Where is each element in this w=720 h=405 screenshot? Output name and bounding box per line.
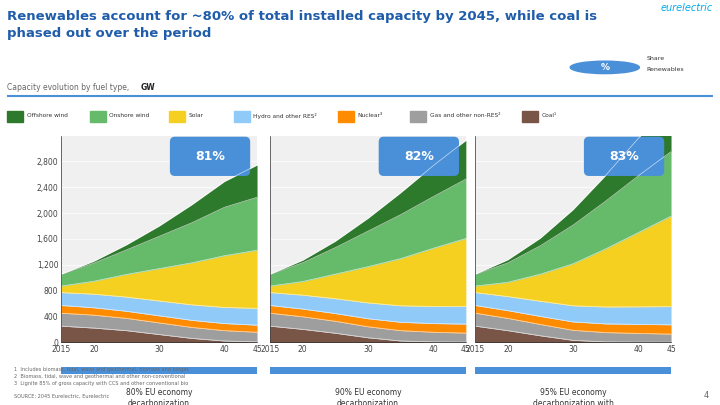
Text: Capacity evolution by fuel type,: Capacity evolution by fuel type, — [7, 83, 132, 92]
Text: 81%: 81% — [195, 150, 225, 163]
Bar — [522, 111, 538, 122]
Text: Solar: Solar — [189, 113, 204, 119]
Circle shape — [570, 61, 639, 74]
Text: GW: GW — [140, 83, 155, 92]
Text: Gas and other non-RES²: Gas and other non-RES² — [430, 113, 500, 119]
Bar — [169, 111, 185, 122]
Text: %: % — [600, 63, 609, 72]
Text: 4: 4 — [704, 391, 709, 400]
Text: Coal¹: Coal¹ — [541, 113, 557, 119]
FancyBboxPatch shape — [584, 137, 664, 176]
Text: eurelectric: eurelectric — [660, 2, 713, 13]
Text: Renewables account for ~80% of total installed capacity by 2045, while coal is
p: Renewables account for ~80% of total ins… — [7, 11, 598, 40]
Text: 90% EU economy
decarbonization: 90% EU economy decarbonization — [335, 388, 401, 405]
FancyBboxPatch shape — [270, 367, 466, 374]
Text: Hydro and other RES²: Hydro and other RES² — [253, 113, 318, 119]
FancyBboxPatch shape — [475, 367, 671, 374]
Text: Share: Share — [647, 56, 665, 61]
FancyBboxPatch shape — [61, 367, 257, 374]
Text: 83%: 83% — [609, 150, 639, 163]
FancyBboxPatch shape — [379, 137, 459, 176]
FancyBboxPatch shape — [170, 137, 250, 176]
Text: 95% EU economy
decarbonization with
cost breakthrough: 95% EU economy decarbonization with cost… — [533, 388, 613, 405]
Bar — [234, 111, 250, 122]
Text: Renewables: Renewables — [647, 68, 684, 72]
Text: Onshore wind: Onshore wind — [109, 113, 150, 119]
Text: Nuclear³: Nuclear³ — [358, 113, 383, 119]
Text: 80% EU economy
decarbonization: 80% EU economy decarbonization — [126, 388, 192, 405]
Bar — [338, 111, 354, 122]
Text: Offshore wind: Offshore wind — [27, 113, 68, 119]
Text: 1  Includes biomass, tidal, wave and geothermal, biomass and biogas
2  Biomass, : 1 Includes biomass, tidal, wave and geot… — [14, 367, 189, 386]
Text: 82%: 82% — [404, 150, 433, 163]
Bar — [7, 111, 23, 122]
Text: SOURCE: 2045 Eurelectric, Eurelectric: SOURCE: 2045 Eurelectric, Eurelectric — [14, 394, 109, 399]
Bar — [410, 111, 426, 122]
Bar — [90, 111, 106, 122]
